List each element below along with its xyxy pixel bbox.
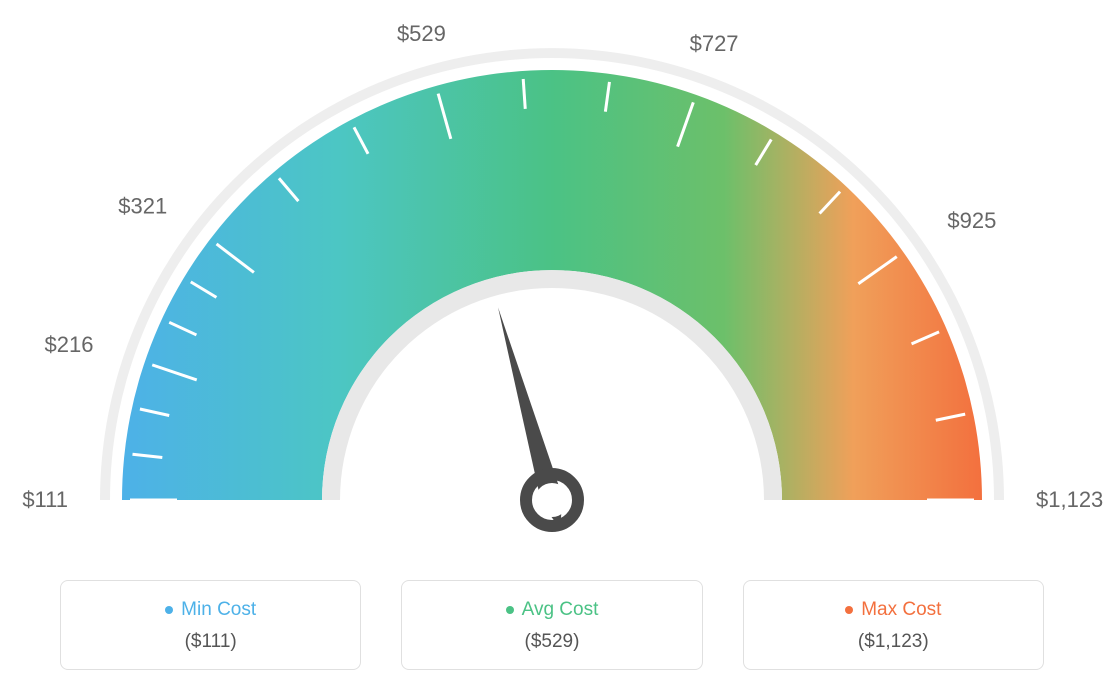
gauge-tick-label: $111 <box>22 487 68 512</box>
gauge-needle-hub-inner <box>535 483 569 517</box>
gauge-chart: $111 $216 $321 $529 $727 $925 $1,123 <box>0 0 1104 560</box>
legend-value-avg: ($529) <box>412 631 691 653</box>
legend-label-max: Max Cost <box>861 599 941 621</box>
legend-dot-avg <box>506 606 514 614</box>
gauge-tick-label: $925 <box>947 208 996 233</box>
gauge-tick-minor <box>523 79 525 109</box>
gauge-tick-label: $727 <box>690 31 739 56</box>
legend-label-row: Avg Cost <box>412 599 691 621</box>
gauge-tick-label: $529 <box>397 21 446 46</box>
legend-label-avg: Avg Cost <box>522 599 599 621</box>
legend-value-max: ($1,123) <box>754 631 1033 653</box>
gauge-tick-label: $216 <box>45 332 94 357</box>
legend-dot-min <box>165 606 173 614</box>
gauge-tick-label: $1,123 <box>1036 487 1103 512</box>
legend-label-row: Max Cost <box>754 599 1033 621</box>
legend: Min Cost ($111) Avg Cost ($529) Max Cost… <box>0 580 1104 670</box>
legend-value-min: ($111) <box>71 631 350 653</box>
legend-dot-max <box>845 606 853 614</box>
gauge-svg: $111 $216 $321 $529 $727 $925 $1,123 <box>0 0 1104 560</box>
gauge-tick-label: $321 <box>118 193 167 218</box>
chart-container: $111 $216 $321 $529 $727 $925 $1,123 Min Cost … <box>0 0 1104 690</box>
legend-card-avg: Avg Cost ($529) <box>401 580 702 670</box>
legend-card-min: Min Cost ($111) <box>60 580 361 670</box>
legend-card-max: Max Cost ($1,123) <box>743 580 1044 670</box>
legend-label-min: Min Cost <box>181 599 256 621</box>
legend-label-row: Min Cost <box>71 599 350 621</box>
